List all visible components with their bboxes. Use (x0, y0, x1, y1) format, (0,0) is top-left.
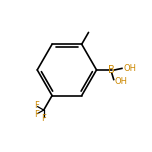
Text: B: B (108, 65, 115, 75)
Text: OH: OH (114, 77, 128, 86)
Text: F: F (34, 110, 39, 119)
Text: F: F (34, 101, 39, 110)
Text: OH: OH (123, 64, 136, 73)
Text: F: F (41, 114, 46, 123)
